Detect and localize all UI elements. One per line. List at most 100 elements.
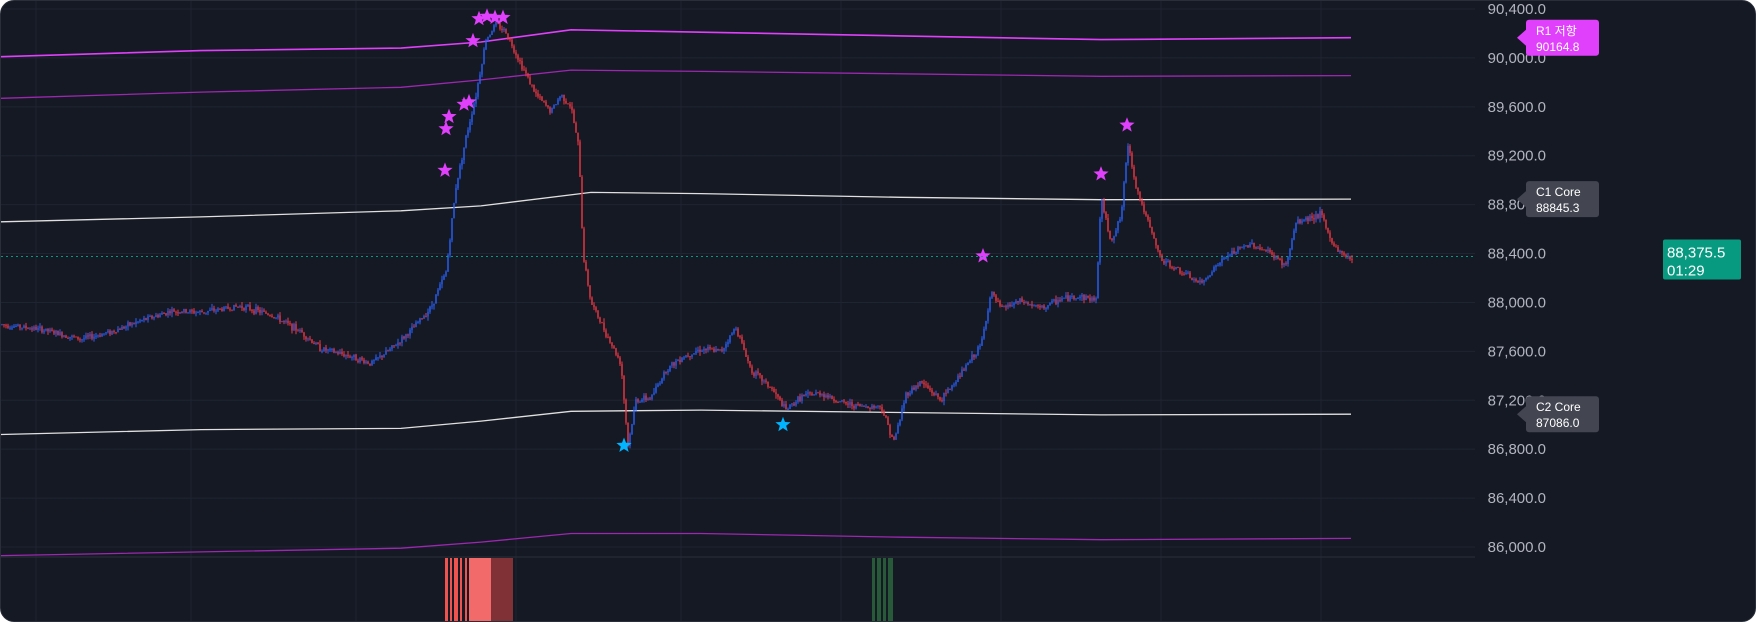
- candle-body: [393, 345, 395, 347]
- candle-body: [427, 311, 429, 317]
- candle-body: [1321, 211, 1323, 216]
- candle-body: [447, 255, 449, 272]
- candle-body: [429, 306, 431, 312]
- candle-body: [531, 84, 533, 86]
- candle-body: [891, 434, 893, 437]
- candle-body: [1095, 297, 1097, 301]
- candle-body: [1295, 223, 1297, 231]
- y-tick-label: 87,600.0: [1488, 343, 1546, 360]
- candle-body: [639, 401, 641, 403]
- candle-body: [95, 335, 97, 337]
- candle-body: [869, 408, 871, 410]
- candle-body: [1163, 260, 1165, 264]
- candle-body: [47, 328, 49, 332]
- candle-body: [1269, 249, 1271, 253]
- candle-body: [533, 84, 535, 92]
- candle-body: [745, 349, 747, 357]
- candle-body: [255, 306, 257, 314]
- candle-body: [1293, 230, 1295, 240]
- candle-body: [739, 336, 741, 338]
- band-c1-line: [1, 191, 1352, 223]
- candle-body: [517, 55, 519, 60]
- candle-body: [1059, 300, 1061, 302]
- candle-body: [535, 91, 537, 94]
- candle-body: [539, 96, 541, 98]
- star-icon: [471, 10, 487, 26]
- candle-body: [1303, 219, 1305, 221]
- candle-body: [561, 94, 563, 97]
- candle-body: [57, 330, 59, 336]
- candle-body: [747, 356, 749, 362]
- candle-body: [203, 312, 205, 314]
- candle-body: [1159, 250, 1161, 256]
- candle-body: [775, 392, 777, 395]
- candle-body: [1285, 263, 1287, 265]
- candle-body: [443, 275, 445, 280]
- candle-body: [1317, 214, 1319, 218]
- candle-body: [903, 402, 905, 409]
- candle-body: [703, 348, 705, 351]
- star-icon: [437, 162, 453, 177]
- candle-body: [1291, 239, 1293, 250]
- candle-body: [1187, 272, 1189, 274]
- candle-body: [491, 31, 493, 35]
- candle-body: [613, 346, 615, 349]
- candle-body: [651, 394, 653, 400]
- candle-body: [29, 328, 31, 330]
- candle-body: [801, 394, 803, 401]
- candle-body: [261, 310, 263, 313]
- candle-body: [421, 318, 423, 320]
- volume-bar: [450, 558, 452, 621]
- candle-body: [1177, 267, 1179, 269]
- candle-body: [365, 361, 367, 364]
- candle-body: [1319, 211, 1321, 218]
- candle-body: [769, 386, 771, 388]
- candle-body: [411, 326, 413, 330]
- candle-body: [1103, 199, 1105, 213]
- candle-body: [955, 381, 957, 385]
- candle-body: [189, 310, 191, 313]
- candle-body: [529, 77, 531, 85]
- candle-body: [737, 328, 739, 337]
- candle-body: [971, 354, 973, 361]
- candle-body: [483, 49, 485, 65]
- candle-body: [101, 333, 103, 337]
- candle-body: [713, 348, 715, 352]
- candle-body: [551, 108, 553, 113]
- candle-body: [1249, 244, 1251, 248]
- candle-body: [625, 399, 627, 423]
- candle-body: [1209, 275, 1211, 278]
- candle-body: [697, 349, 699, 352]
- candle-body: [417, 322, 419, 324]
- candle-body: [513, 46, 515, 53]
- y-tick-label: 90,400.0: [1488, 1, 1546, 18]
- candle-body: [173, 309, 175, 312]
- candle-body: [815, 392, 817, 395]
- candle-body: [1245, 245, 1247, 247]
- candle-body: [857, 403, 859, 405]
- candle-body: [1041, 305, 1043, 308]
- candle-body: [399, 342, 401, 344]
- candle-body: [885, 415, 887, 418]
- candle-body: [81, 339, 83, 341]
- candle-body: [217, 308, 219, 311]
- candle-body: [943, 392, 945, 402]
- candle-body: [573, 110, 575, 123]
- candle-body: [1217, 265, 1219, 267]
- candle-body: [521, 60, 523, 70]
- candle-body: [1225, 257, 1227, 259]
- candle-body: [307, 338, 309, 340]
- price-axis[interactable]: 90,400.090,000.089,600.089,200.088,800.0…: [1488, 1, 1546, 556]
- candle-body: [679, 360, 681, 363]
- candle-body: [1253, 242, 1255, 248]
- candle-body: [873, 405, 875, 408]
- candle-body: [867, 406, 869, 409]
- candle-body: [323, 347, 325, 352]
- candle-body: [961, 369, 963, 377]
- candle-body: [223, 307, 225, 312]
- candle-body: [731, 333, 733, 336]
- candle-body: [181, 312, 183, 314]
- candle-body: [575, 122, 577, 133]
- volume-bar: [469, 558, 491, 621]
